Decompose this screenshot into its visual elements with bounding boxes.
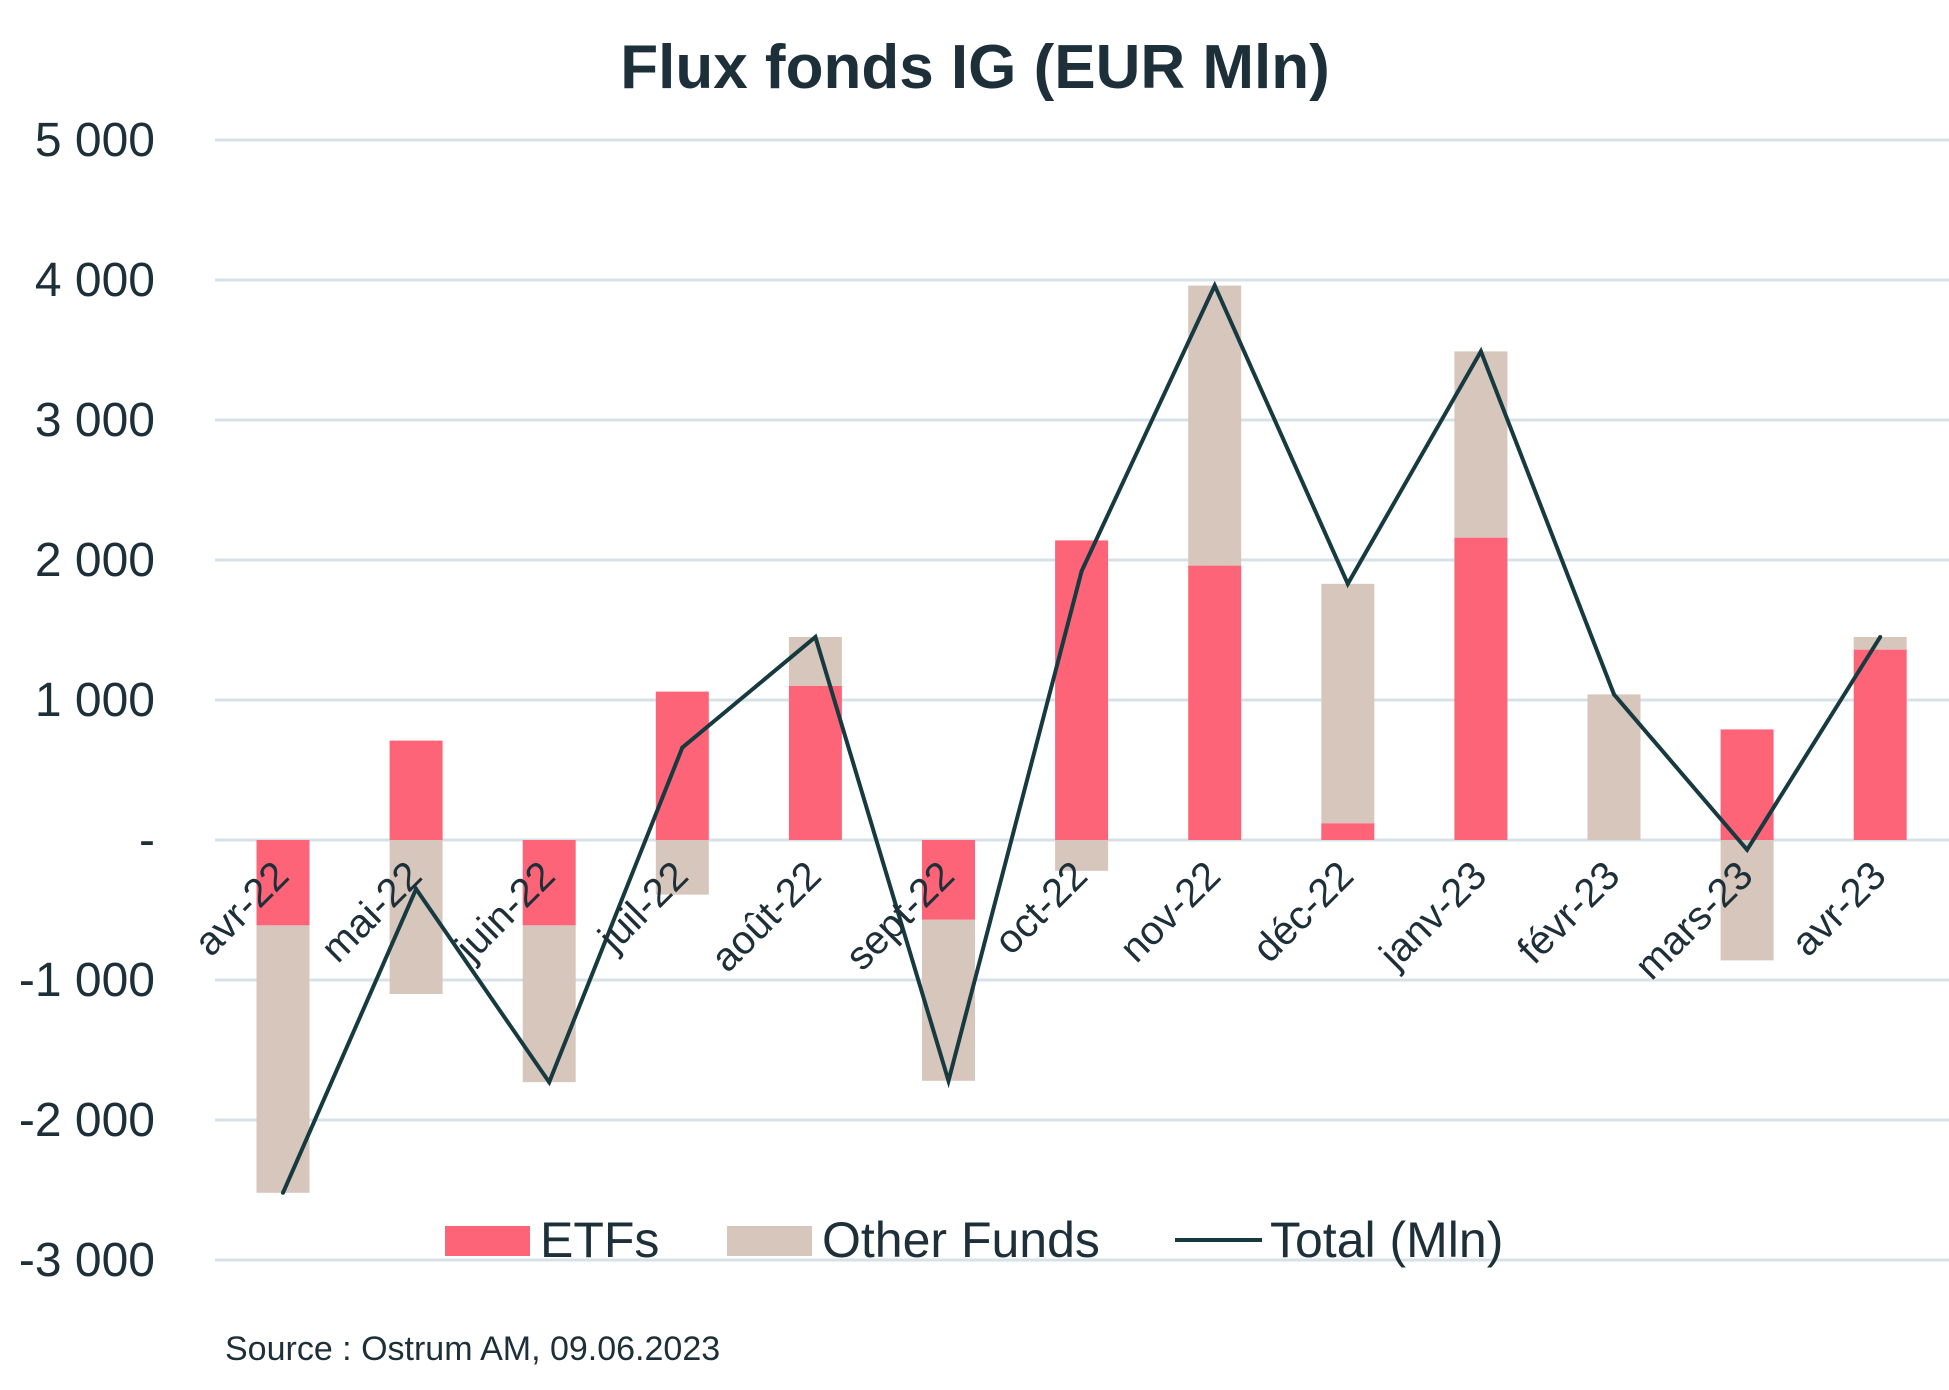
total-point-4 [813, 635, 818, 639]
y-tick-label: 1 000 [35, 674, 155, 727]
x-tick-label: févr-23 [1509, 853, 1628, 972]
x-tick-label: nov-22 [1111, 853, 1229, 971]
chart-title: Flux fonds IG (EUR Mln) [620, 33, 1330, 102]
bar-etfs-5 [922, 840, 975, 920]
x-tick-label: déc-22 [1245, 853, 1363, 971]
source-note: Source : Ostrum AM, 09.06.2023 [225, 1330, 720, 1368]
bar-other-funds-4 [788, 637, 842, 686]
bar-etfs-3 [655, 691, 709, 840]
total-line-group [281, 280, 1883, 1195]
y-tick-label: -3 000 [19, 1234, 155, 1287]
total-point-7 [1212, 283, 1217, 288]
bar-other-funds-9 [1454, 351, 1508, 538]
bar-other-funds-8 [1321, 583, 1375, 824]
bar-other-funds-10 [1587, 694, 1641, 840]
bar-other-funds-7 [1188, 285, 1242, 566]
total-point-8 [1345, 581, 1350, 586]
bar-etfs-9 [1454, 537, 1508, 840]
y-axis-ticks: 5 000 4 000 3 000 2 000 1 000 - -1 000 -2 000 -3… [19, 114, 155, 1287]
bar-etfs-1 [389, 740, 443, 840]
legend-swatch-other-funds [727, 1226, 812, 1256]
total-point-0 [281, 1190, 285, 1195]
bar-other-funds-3 [655, 840, 709, 895]
total-point-6 [1079, 569, 1084, 574]
total-point-9 [1478, 349, 1483, 354]
y-tick-label: 4 000 [35, 254, 155, 307]
bar-etfs-12 [1853, 649, 1907, 840]
x-tick-label: avr-23 [1783, 853, 1894, 964]
legend-label-other-funds: Other Funds [822, 1212, 1100, 1268]
total-point-1 [414, 887, 419, 891]
y-tick-label: 2 000 [35, 534, 155, 587]
total-point-2 [547, 1080, 552, 1085]
y-tick-label: -1 000 [19, 954, 155, 1007]
total-point-5 [946, 1078, 951, 1083]
bar-etfs-4 [788, 686, 842, 840]
bar-etfs-7 [1188, 565, 1242, 840]
total-point-10 [1612, 692, 1616, 697]
total-point-11 [1745, 847, 1750, 852]
y-tick-label: 3 000 [35, 394, 155, 447]
legend-label-total: Total (Mln) [1270, 1212, 1503, 1268]
total-point-12 [1878, 635, 1883, 639]
x-tick-label: juil-22 [589, 853, 696, 960]
x-tick-label: janv-23 [1371, 853, 1496, 978]
bar-etfs-0 [256, 840, 310, 926]
legend: ETFs Other Funds Total (Mln) [445, 1212, 1503, 1268]
bar-other-funds-5 [922, 919, 975, 1081]
bar-other-funds-6 [1055, 840, 1109, 871]
bar-etfs-8 [1321, 823, 1375, 840]
legend-label-etfs: ETFs [540, 1212, 659, 1268]
bar-other-funds-11 [1720, 840, 1774, 961]
y-tick-label: - [139, 814, 155, 867]
legend-swatch-etfs [445, 1226, 530, 1256]
bars [256, 285, 1907, 1193]
bar-other-funds-12 [1853, 637, 1907, 650]
total-point-3 [680, 745, 685, 750]
bar-etfs-6 [1055, 540, 1109, 840]
y-tick-label: -2 000 [19, 1094, 155, 1147]
bar-etfs-2 [522, 840, 576, 926]
y-tick-label: 5 000 [35, 114, 155, 167]
x-tick-label: août-22 [703, 853, 830, 980]
